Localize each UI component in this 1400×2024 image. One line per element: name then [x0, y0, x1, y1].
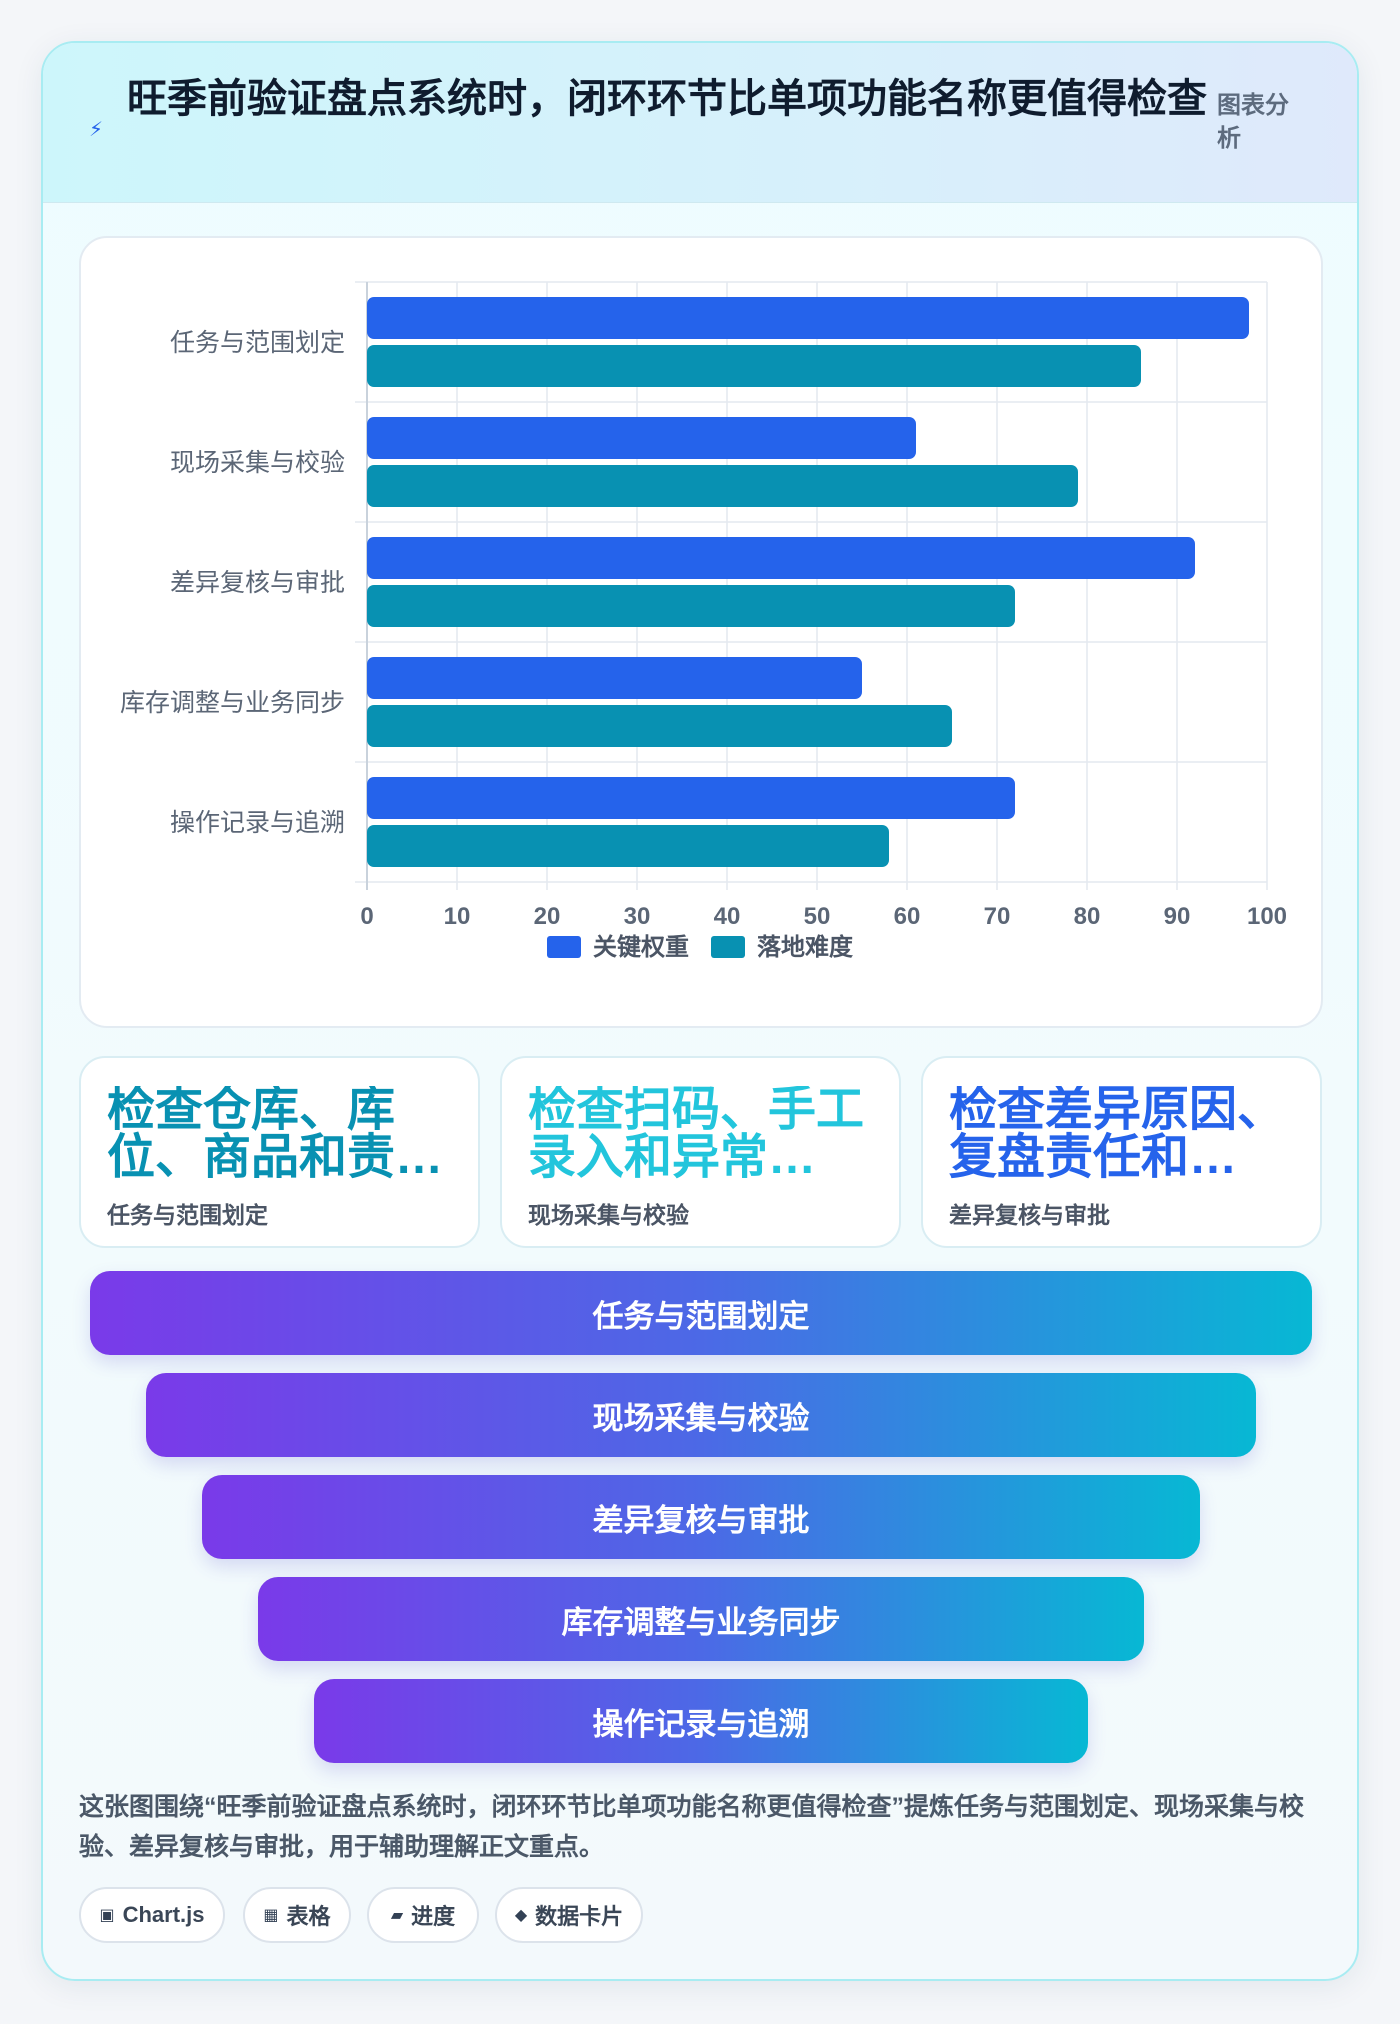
x-tick-label: 100 — [1247, 903, 1287, 930]
bar-weight — [367, 537, 1195, 579]
x-tick-label: 80 — [1074, 903, 1101, 930]
legend-swatch — [711, 936, 745, 958]
bar-weight — [367, 657, 862, 699]
bar-difficulty — [367, 345, 1141, 387]
metric-value: 检查仓库、库位、商品和责… — [107, 1086, 444, 1184]
x-tick-label: 50 — [804, 903, 831, 930]
chart-analysis-tag: 图表分析 — [1217, 92, 1289, 152]
funnel-stage-2: 现场采集与校验 — [146, 1373, 1256, 1457]
x-tick-label: 90 — [1164, 903, 1191, 930]
bar-difficulty — [367, 465, 1078, 507]
x-tick-label: 60 — [894, 903, 921, 930]
metric-card-review: 检查差异原因、复盘责任和… 差异复核与审批 — [921, 1056, 1322, 1248]
metric-value: 检查扫码、手工录入和异常… — [528, 1086, 865, 1184]
metric-card-scope: 检查仓库、库位、商品和责… 任务与范围划定 — [79, 1056, 480, 1248]
metric-label: 差异复核与审批 — [949, 1202, 1110, 1228]
x-tick-label: 30 — [624, 903, 651, 930]
x-tick-label: 0 — [360, 903, 373, 930]
page-title: 旺季前验证盘点系统时，闭环环节比单项功能名称更值得检查 — [127, 77, 1207, 121]
chip-table[interactable]: ▦ 表格 — [243, 1887, 351, 1943]
bar-weight — [367, 417, 916, 459]
legend-label: 关键权重 — [593, 933, 689, 961]
chip-label: 进度 — [411, 1904, 456, 1929]
table-icon: ▦ — [263, 1907, 279, 1924]
legend-label: 落地难度 — [757, 933, 854, 961]
chip-label: 数据卡片 — [535, 1904, 624, 1929]
progress-icon: ▰ — [390, 1907, 404, 1924]
report-card: ⚡ 旺季前验证盘点系统时，闭环环节比单项功能名称更值得检查 图表分析 任务与范围… — [41, 41, 1359, 1981]
bar-chart-panel: 任务与范围划定 现场采集与校验 差异复核与审批库存调整与业务同步操作记录与追溯 0 10… — [79, 236, 1323, 1028]
bar-difficulty — [367, 705, 952, 747]
legend-swatch — [547, 936, 581, 958]
x-tick-label: 70 — [984, 903, 1011, 930]
chart-icon: ▣ — [99, 1907, 115, 1924]
x-tick-label: 10 — [444, 903, 471, 930]
x-tick-label: 20 — [534, 903, 561, 930]
category-tick-label: 任务与范围划定 — [170, 329, 345, 357]
metric-label: 任务与范围划定 — [107, 1202, 268, 1228]
category-tick-label: 库存调整与业务同步 — [120, 689, 345, 717]
bar-difficulty — [367, 825, 889, 867]
funnel-stage-5: 操作记录与追溯 — [314, 1679, 1088, 1763]
funnel-stage-3: 差异复核与审批 — [202, 1475, 1200, 1559]
category-tick-label: 操作记录与追溯 — [170, 809, 345, 837]
funnel-stage-4: 库存调整与业务同步 — [258, 1577, 1144, 1661]
bar-weight — [367, 297, 1249, 339]
x-tick-label: 40 — [714, 903, 741, 930]
chip-chartjs[interactable]: ▣ Chart.js — [79, 1887, 225, 1943]
card-header: ⚡ 旺季前验证盘点系统时，闭环环节比单项功能名称更值得检查 图表分析 — [43, 43, 1357, 203]
bar-difficulty — [367, 585, 1015, 627]
summary-text: 这张图围绕“旺季前验证盘点系统时，闭环环节比单项功能名称更值得检查”提炼任务与范… — [79, 1793, 1305, 1861]
funnel-stage-1: 任务与范围划定 — [90, 1271, 1312, 1355]
metric-value: 检查差异原因、复盘责任和… — [949, 1086, 1286, 1184]
chip-data-card[interactable]: ◆ 数据卡片 — [495, 1887, 643, 1943]
category-tick-label: 现场采集与校验 — [170, 449, 345, 477]
bar-weight — [367, 777, 1015, 819]
metric-label: 现场采集与校验 — [528, 1202, 689, 1228]
lightning-icon: ⚡ — [88, 119, 104, 141]
category-tick-label: 差异复核与审批 — [170, 569, 345, 597]
metric-card-collection: 检查扫码、手工录入和异常… 现场采集与校验 — [500, 1056, 901, 1248]
chip-label: 表格 — [286, 1904, 331, 1929]
chip-label: Chart.js — [122, 1902, 205, 1927]
diamond-icon: ◆ — [514, 1907, 528, 1924]
chip-progress[interactable]: ▰ 进度 — [367, 1887, 479, 1943]
